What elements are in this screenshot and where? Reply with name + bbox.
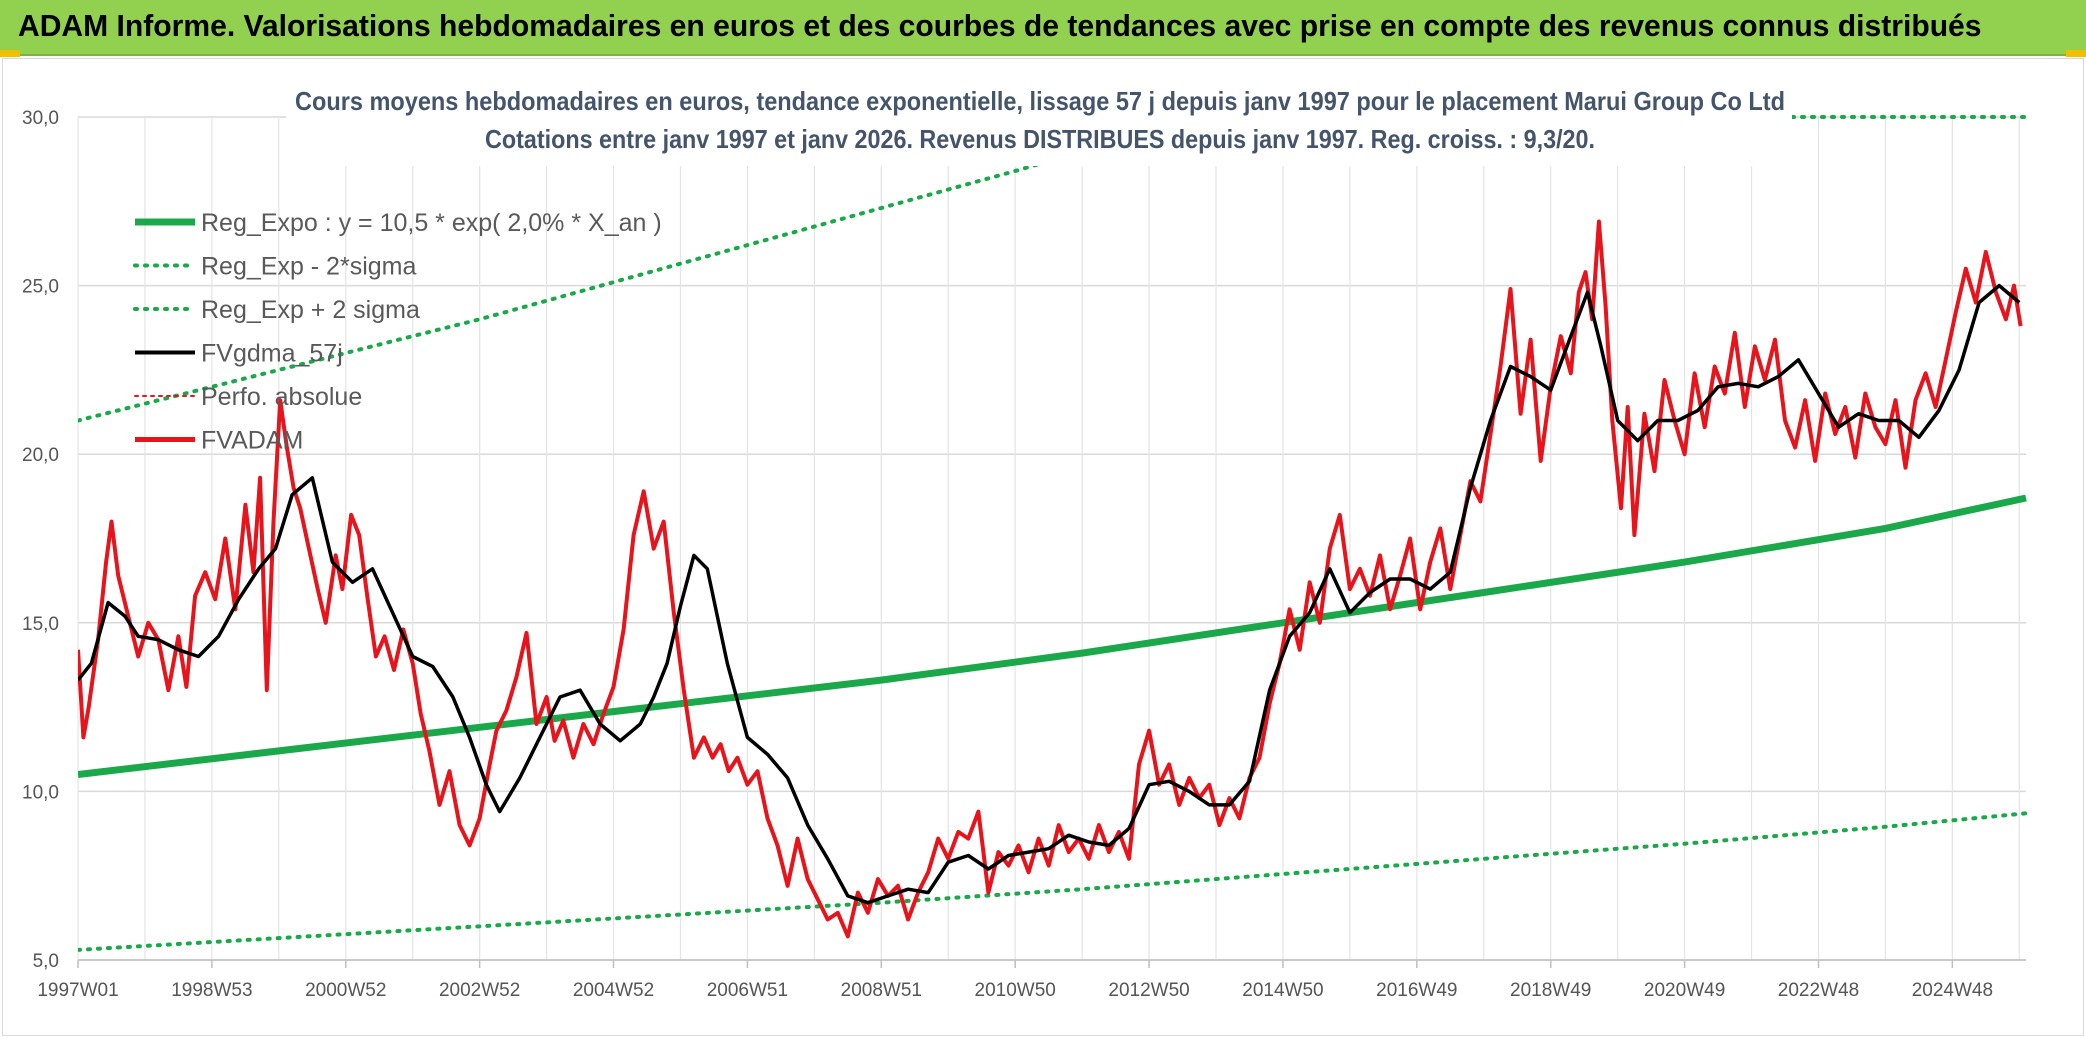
y-tick-label: 15,0 [22,614,59,635]
header-corner-right [2066,50,2086,57]
report-header: ADAM Informe. Valorisations hebdomadaire… [0,0,2086,56]
x-tick-label: 2006W51 [707,980,788,1001]
legend-label-upper: Reg_Exp + 2 sigma [201,296,420,324]
x-tick-label: 2014W50 [1242,980,1323,1001]
legend-label-reg: Reg_Expo : y = 10,5 * exp( 2,0% * X_an ) [201,209,662,237]
series-reg-minus-2sigma [78,811,2028,952]
chart-title-background [286,82,1792,166]
x-tick-label: 2012W50 [1108,980,1189,1001]
y-tick-label: 30,0 [22,108,59,129]
gridlines [77,116,2026,961]
y-tick-label: 20,0 [22,445,59,466]
header-corner-left [0,50,20,57]
x-tick-label: 2016W49 [1376,980,1457,1001]
series-reg-plus-2sigma [78,131,1145,423]
y-tick-label: 10,0 [22,782,59,803]
report-title: ADAM Informe. Valorisations hebdomadaire… [18,8,1982,43]
x-tick-label: 2002W52 [439,980,520,1001]
y-tick-label: 25,0 [22,277,59,298]
x-tick-label: 2020W49 [1644,980,1725,1001]
x-tick-label: 2018W49 [1510,980,1591,1001]
x-tick-label: 2024W48 [1912,980,1993,1001]
x-tick-label: 2000W52 [305,980,386,1001]
legend-label-lower: Reg_Exp - 2*sigma [201,253,416,281]
chart-title-line1: Cours moyens hebdomadaires en euros, ten… [295,86,1785,116]
series-fvadam [78,219,2023,939]
legend-label-smooth: FVgdma_57j [201,340,343,368]
x-tick-label: 1997W01 [37,980,118,1001]
series-layer [78,115,2028,952]
legend: Reg_Expo : y = 10,5 * exp( 2,0% * X_an )… [133,209,662,455]
chart-title-line2: Cotations entre janv 1997 et janv 2026. … [485,124,1595,154]
series-reg-expo [78,494,2027,778]
x-tick-label: 2010W50 [975,980,1056,1001]
legend-label-price: FVADAM [201,427,303,455]
x-tick-label: 2008W51 [841,980,922,1001]
x-axis-ticks: 1997W01 1998W53 2000W52 2002W52 2004W52 2006W… [37,960,1993,1001]
x-tick-label: 1998W53 [171,980,252,1001]
x-tick-label: 2022W48 [1778,980,1859,1001]
y-axis-ticks: 5,0 10,0 15,0 20,0 25,0 30,0 [22,108,59,972]
chart-frame [2,58,2084,1036]
y-tick-label: 5,0 [33,951,59,972]
x-tick-label: 2004W52 [573,980,654,1001]
series-fvgdma-57j [78,283,2021,905]
legend-label-perf: Perfo. absolue [201,383,362,411]
